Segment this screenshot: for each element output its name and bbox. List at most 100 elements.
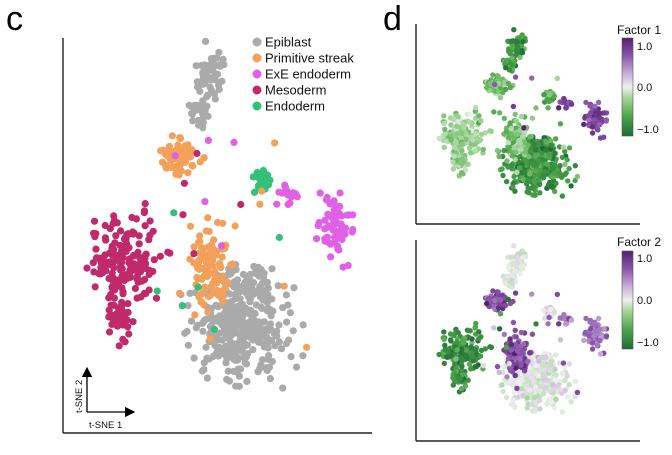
factor-point <box>465 335 471 341</box>
factor-point <box>516 165 523 171</box>
factor-point <box>480 146 487 153</box>
factor-point <box>510 361 516 367</box>
point-mesoderm <box>108 283 116 291</box>
point-mesoderm <box>135 240 143 248</box>
factor-point <box>504 57 510 63</box>
point-mesoderm <box>102 267 110 275</box>
factor-point <box>512 149 519 155</box>
point-primitive-streak <box>227 261 235 269</box>
factor-point <box>562 148 568 154</box>
point-epiblast <box>240 351 248 359</box>
factor-point <box>539 372 546 379</box>
factor-point <box>511 27 517 33</box>
factor-point <box>560 360 567 366</box>
factor-point <box>484 84 490 91</box>
factor-point <box>521 341 527 347</box>
point-primitive-streak <box>196 232 204 240</box>
point-mesoderm <box>149 267 157 276</box>
point-epiblast <box>187 317 196 325</box>
factor-point <box>563 321 569 327</box>
point-epiblast <box>252 327 260 335</box>
point-epiblast <box>224 367 232 375</box>
point-mesoderm <box>102 236 110 244</box>
point-primitive-streak <box>219 272 227 280</box>
point-epiblast <box>202 37 210 46</box>
point-mesoderm <box>107 301 115 309</box>
point-mesoderm <box>156 252 164 260</box>
factor-point <box>509 162 515 168</box>
factor-point <box>547 367 553 373</box>
point-epiblast <box>265 352 273 360</box>
point-mesoderm <box>96 270 104 278</box>
factor-point <box>509 378 515 384</box>
factor-point <box>491 109 497 115</box>
point-epiblast <box>240 339 248 347</box>
factor-point <box>536 358 542 364</box>
factor-point <box>441 329 447 335</box>
factor-point <box>524 395 530 401</box>
factor-point <box>546 314 552 321</box>
point-primitive-streak <box>206 335 214 343</box>
factor-point <box>531 394 537 401</box>
point-primitive-streak <box>186 255 194 263</box>
point-epiblast <box>251 334 259 342</box>
point-epiblast <box>210 54 218 63</box>
factor-point <box>505 140 511 146</box>
factor-point <box>542 354 549 360</box>
point-epiblast <box>235 372 243 380</box>
factor-point <box>503 178 510 185</box>
point-epiblast <box>270 330 278 338</box>
factor-point <box>495 89 502 95</box>
point-epiblast <box>246 294 254 302</box>
factor-point <box>520 254 526 261</box>
point-primitive-streak <box>213 279 221 287</box>
point-primitive-streak <box>303 343 311 351</box>
factor-point <box>497 311 504 317</box>
point-primitive-streak <box>219 298 227 306</box>
factor-point <box>551 93 557 99</box>
factor-point <box>515 260 521 266</box>
factor-point <box>495 73 501 79</box>
factor-point <box>536 397 543 404</box>
factor-point <box>537 406 543 412</box>
factor-point <box>592 103 598 109</box>
factor-point <box>514 255 521 261</box>
point-epiblast <box>230 329 238 337</box>
point-epiblast <box>184 341 192 349</box>
point-epiblast <box>266 375 274 383</box>
legend-label: Endoderm <box>265 99 325 114</box>
factor-point <box>448 137 454 143</box>
factor-point <box>477 137 484 143</box>
factor-point <box>463 347 469 353</box>
tsne-axis-key: t-SNE 1 t-SNE 2 <box>74 366 136 431</box>
point-exe-endoderm <box>316 189 324 197</box>
point-primitive-streak <box>184 141 192 149</box>
factor-point <box>547 306 554 313</box>
point-primitive-streak <box>209 250 217 258</box>
factor-point <box>556 321 562 327</box>
factor-point <box>562 161 568 168</box>
point-epiblast <box>248 315 256 324</box>
factor-point <box>572 379 578 385</box>
factor-point <box>531 378 537 384</box>
factor1-colorbar-tick: 0.0 <box>637 82 652 94</box>
factor-point <box>550 166 556 172</box>
point-epiblast <box>223 354 231 363</box>
factor-point <box>588 325 594 332</box>
factor-point <box>542 385 548 391</box>
factor-point <box>492 297 498 304</box>
factor-point <box>531 178 537 185</box>
factor-point <box>504 273 510 279</box>
factor-point <box>516 381 523 387</box>
factor-point <box>533 146 539 153</box>
factor-point <box>503 394 510 401</box>
point-endoderm <box>178 302 186 310</box>
factor-point <box>441 144 447 151</box>
factor-point <box>505 80 512 87</box>
point-epiblast <box>233 276 242 284</box>
point-mesoderm <box>105 313 113 321</box>
factor-point <box>515 44 521 50</box>
point-epiblast <box>216 312 224 320</box>
factor-point <box>496 110 503 116</box>
factor-point <box>523 378 529 384</box>
